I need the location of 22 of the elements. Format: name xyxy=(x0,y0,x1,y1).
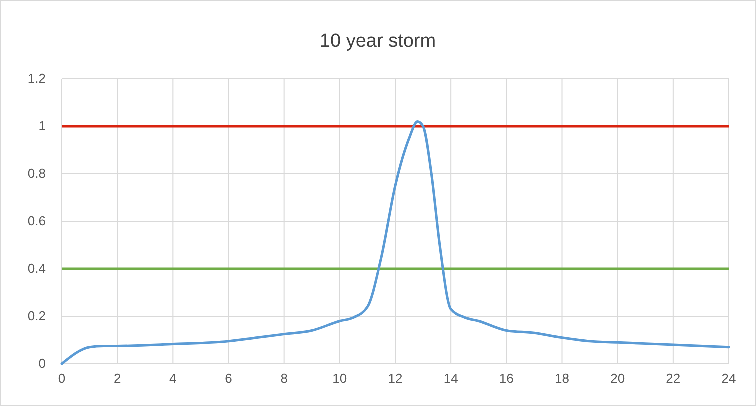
y-tick-label: 0.2 xyxy=(28,308,46,324)
x-tick-label: 18 xyxy=(555,371,570,386)
y-tick-label: 1 xyxy=(38,118,46,134)
x-tick-label: 10 xyxy=(332,371,348,386)
x-tick-label: 0 xyxy=(58,371,66,386)
x-tick-label: 22 xyxy=(666,371,681,386)
x-tick-label: 14 xyxy=(444,371,458,386)
x-tick-label: 20 xyxy=(610,371,626,386)
chart-title: 10 year storm xyxy=(320,31,436,52)
x-tick-label: 2 xyxy=(114,371,122,386)
x-tick-label: 4 xyxy=(170,371,177,386)
line-series xyxy=(60,120,730,366)
x-tick-label: 12 xyxy=(388,371,403,386)
y-tick-label: 0.8 xyxy=(28,166,46,182)
y-tick-label: 0.4 xyxy=(28,261,46,276)
x-tick-label: 8 xyxy=(280,371,288,386)
y-tick-label: 0 xyxy=(38,356,46,372)
x-tick-label: 6 xyxy=(225,371,232,386)
y-tick-label: 0.6 xyxy=(28,214,46,229)
y-tick-label: 1.2 xyxy=(28,71,46,86)
x-tick-label: 16 xyxy=(499,371,514,386)
x-tick-label: 24 xyxy=(722,371,736,386)
